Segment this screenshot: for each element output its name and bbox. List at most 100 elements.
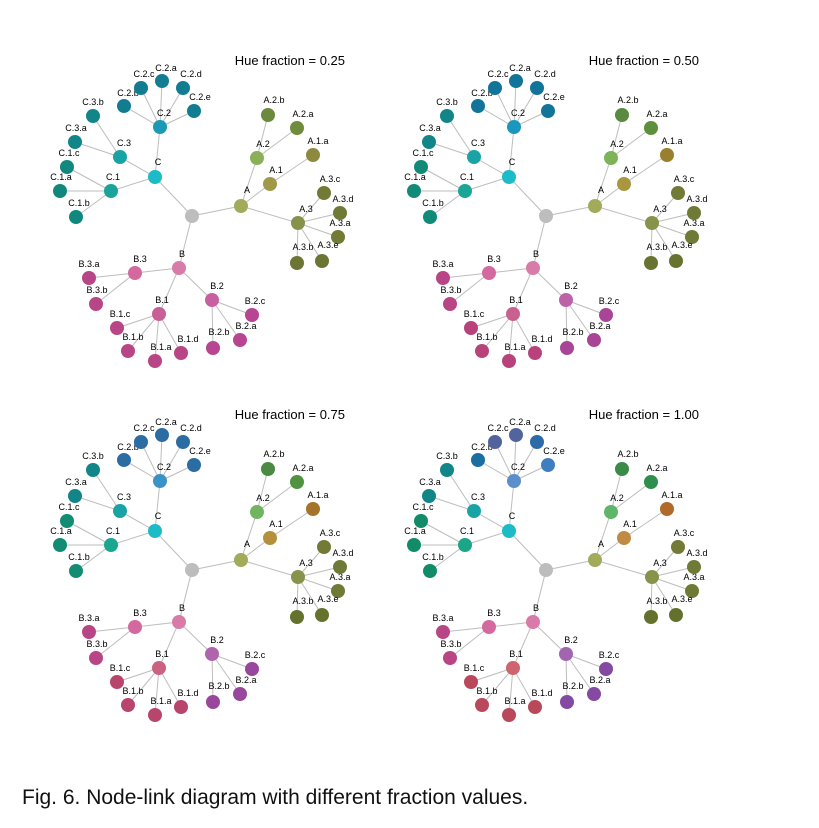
node-C.1.a [407,538,421,552]
node-A.3.b [290,256,304,270]
edge-B.3-B.3.b [449,626,490,659]
node-label-C.3: C.3 [117,492,131,502]
node-label-A.2: A.2 [256,139,270,149]
edge-root-C [154,176,193,217]
edge-C.2-C.2.a [513,80,517,128]
edge-root-B [178,215,193,269]
node-B.1.c [464,675,478,689]
node-label-B.3: B.3 [487,608,501,618]
node-B [526,615,540,629]
edge-C.3-C.3.a [428,495,475,512]
node-B.1 [506,307,520,321]
node-label-A.2.b: A.2.b [263,95,284,105]
node-label-B.2: B.2 [210,281,224,291]
node-label-A.1: A.1 [623,519,637,529]
node-label-B.2.a: B.2.a [589,675,610,685]
node-C.3 [467,504,481,518]
node-C.2 [507,474,521,488]
node-label-C.2.e: C.2.e [543,92,565,102]
node-label-C.1.b: C.1.b [68,198,90,208]
node-B.2.b [206,695,220,709]
node-A.3.d [333,206,347,220]
node-B.1.a [502,354,516,368]
node-C.1.b [423,210,437,224]
edge-B.1-B.1.d [158,667,182,708]
node-label-C.2: C.2 [157,108,171,118]
edge-A.3-A.3.d [651,566,695,578]
node-root [185,563,199,577]
edge-B.1-B.1.d [158,313,182,354]
node-C.1 [104,538,118,552]
node-label-B.2.a: B.2.a [235,675,256,685]
node-label-B.3.a: B.3.a [432,613,453,623]
node-label-B.1: B.1 [509,295,523,305]
node-label-B.1: B.1 [155,649,169,659]
node-C.2 [153,474,167,488]
edge-B.1-B.1.c [470,667,514,683]
node-A.2.b [615,462,629,476]
node-B.1.a [148,354,162,368]
node-A.1.a [660,502,674,516]
node-label-B: B [533,249,539,259]
node-A.2.a [644,121,658,135]
node-label-B.3.b: B.3.b [86,639,107,649]
node-label-B.2.c: B.2.c [245,296,266,306]
node-C [148,170,162,184]
edge-B.2-B.2.c [211,299,253,316]
node-label-C.2.b: C.2.b [471,442,493,452]
node-label-C.1.c: C.1.c [412,148,434,158]
edge-A.3-A.3.e [297,576,323,616]
node-A.2.a [290,475,304,489]
node-label-B.2.b: B.2.b [562,327,583,337]
node-B.2.b [560,695,574,709]
node-B.2.c [245,308,259,322]
edge-B-B.2 [178,267,213,301]
node-A.2.a [644,475,658,489]
node-C [502,524,516,538]
node-label-B.1: B.1 [155,295,169,305]
node-C.2.a [509,74,523,88]
node-label-C.3.a: C.3.a [419,477,441,487]
node-C.2.c [488,435,502,449]
node-C.3 [113,150,127,164]
node-label-C.2.e: C.2.e [189,92,211,102]
node-label-C.3: C.3 [471,138,485,148]
node-label-B.2.c: B.2.c [599,650,620,660]
edge-root-C [508,176,547,217]
edge-A.2-A.2.b [256,468,269,513]
node-label-B.1: B.1 [509,649,523,659]
node-A [234,199,248,213]
edge-C-C.2 [154,480,161,532]
panel-1: Hue fraction = 0.25 A A.1 A.2 A.3 A.1.a A.2.a A… [50,53,354,368]
node-label-B.2.a: B.2.a [589,321,610,331]
edge-C.1-C.1.c [66,520,112,546]
edge-B-B.2 [532,621,567,655]
edge-A.3-A.3.a [297,576,339,592]
node-label-C.3: C.3 [117,138,131,148]
node-label-C.2.d: C.2.d [180,423,202,433]
node-B [172,615,186,629]
node-label-C.1: C.1 [106,526,120,536]
node-A.3.a [685,584,699,598]
edge-C.1-C.1.b [429,544,466,572]
node-label-C.2.c: C.2.c [133,69,155,79]
node-B.2.a [587,687,601,701]
node-label-C.1.c: C.1.c [412,502,434,512]
edge-B.1-B.1.b [127,667,160,706]
edge-A.1-A.1.a [623,154,668,185]
edge-B-B.2 [178,621,213,655]
node-label-A: A [244,185,250,195]
edge-C-C.1 [110,176,156,192]
node-C.2.e [541,104,555,118]
node-label-A.3.c: A.3.c [320,528,341,538]
edge-A-A.3 [240,205,299,224]
edge-B-B.2 [532,267,567,301]
node-label-C.2.c: C.2.c [487,69,509,79]
node-B.1.d [174,700,188,714]
node-B.1.d [174,346,188,360]
node-C.1 [458,184,472,198]
node-B.3.b [443,651,457,665]
edge-C.2-C.2.d [513,87,538,128]
edge-B.2-B.2.a [565,653,595,695]
node-C.3.a [422,135,436,149]
